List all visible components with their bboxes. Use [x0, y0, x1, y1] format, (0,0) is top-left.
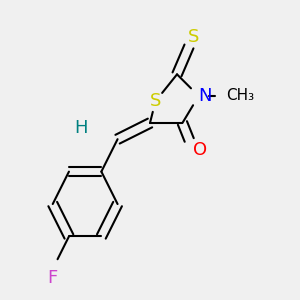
- Text: H: H: [74, 119, 88, 137]
- Text: S: S: [150, 92, 161, 110]
- Text: CH₃: CH₃: [226, 88, 254, 104]
- Text: O: O: [193, 141, 207, 159]
- Text: N: N: [199, 87, 212, 105]
- Text: S: S: [188, 28, 199, 46]
- Text: F: F: [48, 269, 58, 287]
